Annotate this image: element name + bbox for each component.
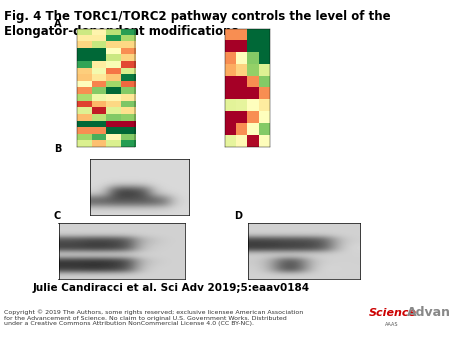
Text: AAAS: AAAS <box>385 322 398 327</box>
Text: Science: Science <box>369 308 417 318</box>
Text: Fig. 4 The TORC1/TORC2 pathway controls the level of the Elongator-dependent mod: Fig. 4 The TORC1/TORC2 pathway controls … <box>4 10 391 38</box>
Text: Copyright © 2019 The Authors, some rights reserved; exclusive licensee American : Copyright © 2019 The Authors, some right… <box>4 309 304 327</box>
Text: Advances: Advances <box>407 306 450 319</box>
Text: D: D <box>234 211 242 221</box>
Text: C: C <box>54 211 61 221</box>
Text: Julie Candiracci et al. Sci Adv 2019;5:eaav0184: Julie Candiracci et al. Sci Adv 2019;5:e… <box>32 283 310 293</box>
Text: B: B <box>54 144 61 154</box>
Text: A: A <box>54 19 62 29</box>
